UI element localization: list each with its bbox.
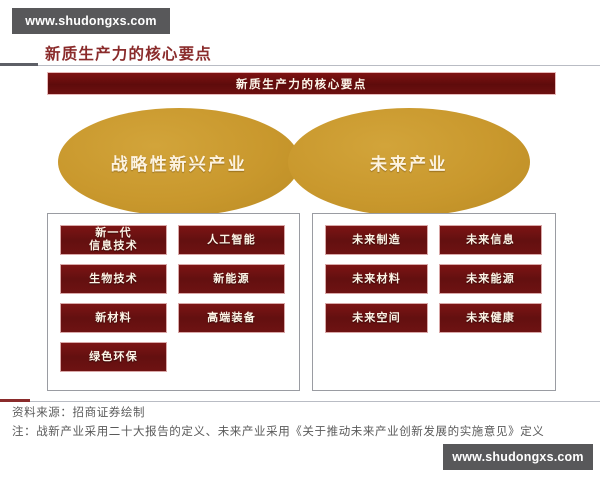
watermark-top-text: www.shudongxs.com bbox=[25, 14, 157, 28]
ellipse-strategic-emerging-industries: 战略性新兴产业 bbox=[58, 108, 300, 216]
tag-item: 未来制造 bbox=[325, 225, 428, 255]
tag-item: 新一代 信息技术 bbox=[60, 225, 167, 255]
figure-container: 新质生产力的核心要点 战略性新兴产业 未来产业 新一代 信息技术 人工智能 生物… bbox=[0, 68, 600, 398]
page-title: 新质生产力的核心要点 bbox=[45, 46, 213, 63]
tag-item: 未来空间 bbox=[325, 303, 428, 333]
tag-item: 新材料 bbox=[60, 303, 167, 333]
title-divider-accent bbox=[0, 63, 38, 66]
ellipse-future-industries: 未来产业 bbox=[288, 108, 530, 216]
tag-item: 人工智能 bbox=[178, 225, 285, 255]
tag-item: 高端装备 bbox=[178, 303, 285, 333]
footer-divider-accent bbox=[0, 399, 30, 402]
tag-item: 未来能源 bbox=[439, 264, 542, 294]
ellipse-label-future-industries: 未来产业 bbox=[370, 154, 448, 174]
watermark-bottom: www.shudongxs.com bbox=[443, 444, 593, 470]
tag-item: 未来材料 bbox=[325, 264, 428, 294]
watermark-bottom-text: www.shudongxs.com bbox=[452, 450, 584, 464]
tag-item: 未来健康 bbox=[439, 303, 542, 333]
footer-source-text: 资料来源：招商证券绘制 bbox=[12, 407, 146, 419]
tag-item: 新能源 bbox=[178, 264, 285, 294]
footer-note-text: 注：战新产业采用二十大报告的定义、未来产业采用《关于推动未来产业创新发展的实施意… bbox=[12, 426, 545, 438]
ellipse-label-strategic-emerging-industries: 战略性新兴产业 bbox=[110, 154, 248, 174]
figure-banner-label: 新质生产力的核心要点 bbox=[236, 78, 367, 91]
tag-grid-future-industries: 未来制造 未来信息 未来材料 未来能源 未来空间 未来健康 bbox=[325, 225, 543, 333]
tag-grid-strategic-emerging-industries: 新一代 信息技术 人工智能 生物技术 新能源 新材料 高端装备 绿色环保 bbox=[60, 225, 287, 372]
watermark-top: www.shudongxs.com bbox=[12, 8, 170, 34]
tag-item: 绿色环保 bbox=[60, 342, 167, 372]
panel-strategic-emerging-industries: 新一代 信息技术 人工智能 生物技术 新能源 新材料 高端装备 绿色环保 bbox=[47, 213, 300, 391]
footer-divider bbox=[0, 401, 600, 402]
panel-future-industries: 未来制造 未来信息 未来材料 未来能源 未来空间 未来健康 bbox=[312, 213, 556, 391]
figure-banner: 新质生产力的核心要点 bbox=[47, 72, 556, 95]
tag-item: 未来信息 bbox=[439, 225, 542, 255]
tag-item: 生物技术 bbox=[60, 264, 167, 294]
title-divider bbox=[0, 65, 600, 66]
